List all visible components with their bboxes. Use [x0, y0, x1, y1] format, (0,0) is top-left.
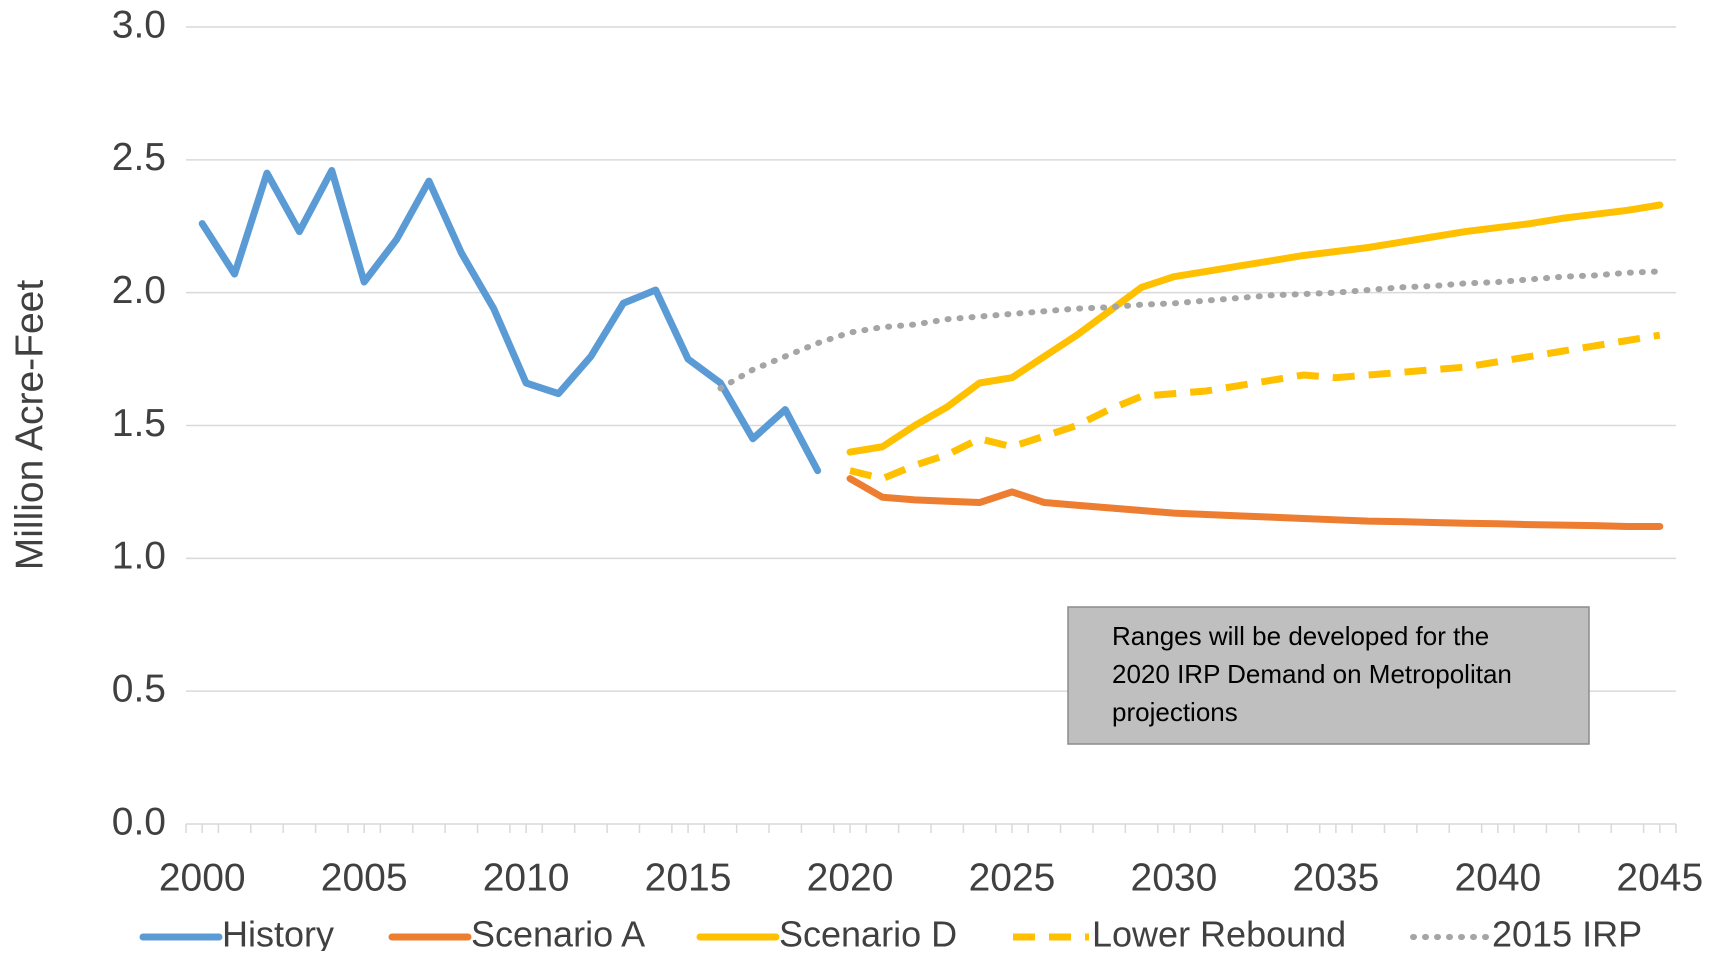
legend-label: Scenario D — [779, 914, 957, 951]
y-tick-label: 2.5 — [112, 136, 166, 179]
legend-item: 2015 IRP — [1410, 914, 1642, 955]
legend-label: 2015 IRP — [1492, 914, 1642, 951]
series-line — [198, 166, 822, 475]
y-tick-label: 3.0 — [112, 3, 166, 46]
annotation-box — [1067, 606, 1590, 745]
annotation: Ranges will be developed for the 2020 IRP… — [1067, 606, 1590, 745]
x-tick-label: 2010 — [483, 856, 570, 899]
x-tick-label: 2015 — [645, 856, 732, 899]
x-tick-label: 2000 — [159, 856, 246, 899]
legend-item: Lower Rebound — [1013, 914, 1346, 955]
series-line — [846, 201, 1664, 456]
y-tick-label: 0.0 — [112, 800, 166, 843]
x-tick-label: 2030 — [1131, 856, 1218, 899]
annotation-text: 2020 IRP Demand on Metropolitan — [1112, 659, 1512, 689]
x-tick-label: 2040 — [1454, 856, 1541, 899]
x-tick-label: 2045 — [1616, 856, 1703, 899]
annotation-text: projections — [1112, 697, 1238, 727]
legend-label: Scenario A — [471, 914, 645, 951]
legend-item: Scenario A — [388, 914, 645, 955]
y-tick-label: 1.5 — [112, 402, 166, 445]
x-tick-label: 2005 — [321, 856, 408, 899]
x-tick-label: 2020 — [807, 856, 894, 899]
legend-label: Lower Rebound — [1092, 914, 1346, 951]
y-tick-label: 0.5 — [112, 667, 166, 710]
series-line — [717, 268, 1663, 392]
annotation-text: Ranges will be developed for the — [1112, 621, 1489, 651]
y-axis-label: Million Acre-Feet — [8, 280, 51, 571]
legend-label: History — [222, 914, 334, 951]
y-tick-label: 2.0 — [112, 269, 166, 312]
series-line — [846, 475, 1664, 530]
legend-item: History — [139, 914, 334, 955]
series-line — [849, 331, 1661, 483]
x-tick-label: 2025 — [969, 856, 1056, 899]
x-tick-label: 2035 — [1293, 856, 1380, 899]
legend-item: Scenario D — [696, 914, 957, 955]
y-tick-label: 1.0 — [112, 535, 166, 578]
